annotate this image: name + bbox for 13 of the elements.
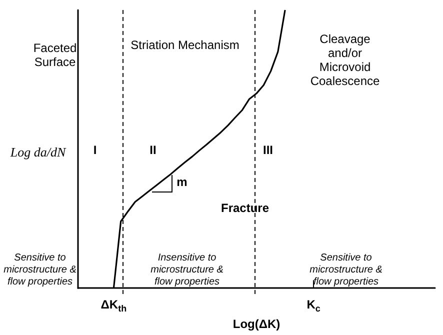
x-axis-title: Log(ΔK) <box>232 317 280 331</box>
annotation: Striation Mechanism <box>130 38 240 52</box>
annotation: I <box>93 143 97 157</box>
text: Sensitive to microstructure & flow properties <box>4 252 77 288</box>
y-axis-title: Log da/dN <box>9 144 67 160</box>
annotation: III <box>262 143 274 157</box>
annotation: Insensitive to microstructure & flow properties <box>150 252 224 288</box>
annotation: II <box>150 143 156 157</box>
annotation: Sensitive to microstructure & flow properties <box>310 252 383 288</box>
text: Faceted Surface <box>33 41 77 69</box>
annotation: Cleavage and/or Microvoid Coalescence <box>310 32 380 88</box>
annotation: m <box>176 175 188 189</box>
annotation: Fracture <box>220 201 270 215</box>
